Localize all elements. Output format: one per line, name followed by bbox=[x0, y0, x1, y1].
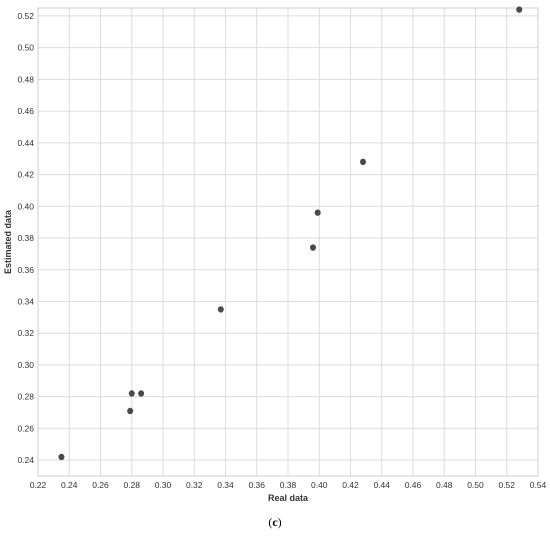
x-tick-label: 0.24 bbox=[61, 480, 78, 490]
x-tick-label: 0.32 bbox=[186, 480, 203, 490]
data-point bbox=[516, 6, 523, 13]
y-tick-label: 0.32 bbox=[17, 328, 34, 338]
y-axis-ticks: 0.24 0.26 0.28 0.30 0.32 0.34 0.36 0.38 0.40 0.42… bbox=[17, 11, 34, 465]
y-tick-label: 0.38 bbox=[17, 233, 34, 243]
y-tick-label: 0.44 bbox=[17, 138, 34, 148]
data-point bbox=[138, 390, 145, 397]
data-point bbox=[58, 453, 65, 461]
x-tick-label: 0.34 bbox=[217, 480, 234, 490]
grid bbox=[37, 8, 539, 476]
x-tick-label: 0.44 bbox=[373, 480, 390, 490]
x-tick-label: 0.52 bbox=[498, 480, 515, 490]
data-point bbox=[360, 158, 366, 166]
y-tick-label: 0.30 bbox=[17, 360, 34, 370]
caption-close: ) bbox=[277, 515, 282, 529]
y-tick-label: 0.24 bbox=[17, 455, 34, 465]
x-tick-label: 0.38 bbox=[280, 480, 297, 490]
data-points bbox=[58, 6, 523, 461]
y-tick-label: 0.26 bbox=[17, 423, 34, 433]
x-tick-label: 0.42 bbox=[342, 480, 359, 490]
x-tick-label: 0.28 bbox=[123, 480, 140, 490]
x-tick-label: 0.46 bbox=[405, 480, 422, 490]
plot-frame bbox=[37, 7, 539, 477]
y-tick-label: 0.52 bbox=[17, 11, 34, 21]
y-axis-label: Estimated data bbox=[3, 209, 13, 274]
figure-caption: (c) bbox=[0, 515, 550, 530]
x-tick-label: 0.54 bbox=[530, 480, 547, 490]
data-point bbox=[310, 244, 316, 251]
caption-letter: c bbox=[272, 515, 278, 529]
y-tick-label: 0.34 bbox=[17, 296, 34, 306]
x-axis-label: Real data bbox=[268, 493, 309, 503]
x-tick-label: 0.40 bbox=[311, 480, 328, 490]
data-point bbox=[217, 306, 224, 313]
x-tick-label: 0.26 bbox=[92, 480, 109, 490]
y-tick-label: 0.42 bbox=[17, 170, 34, 180]
caption-open: ( bbox=[268, 515, 273, 529]
y-tick-label: 0.46 bbox=[17, 106, 34, 116]
data-point bbox=[128, 390, 135, 397]
y-tick-label: 0.48 bbox=[17, 74, 34, 84]
y-tick-label: 0.50 bbox=[17, 43, 34, 53]
x-tick-label: 0.36 bbox=[248, 480, 265, 490]
x-tick-label: 0.22 bbox=[30, 480, 47, 490]
x-tick-label: 0.48 bbox=[436, 480, 453, 490]
y-tick-label: 0.40 bbox=[17, 201, 34, 211]
scatter-chart: 0.24 0.26 0.28 0.30 0.32 0.34 0.36 0.38 0.40 0.42… bbox=[3, 6, 547, 503]
data-point bbox=[314, 209, 321, 216]
y-tick-label: 0.28 bbox=[17, 392, 34, 402]
x-tick-label: 0.30 bbox=[155, 480, 172, 490]
x-tick-label: 0.50 bbox=[467, 480, 484, 490]
data-point bbox=[127, 407, 134, 415]
y-tick-label: 0.36 bbox=[17, 265, 34, 275]
x-axis-ticks: 0.22 0.24 0.26 0.28 0.30 0.32 0.34 0.36 0.38 0.40… bbox=[30, 480, 547, 490]
